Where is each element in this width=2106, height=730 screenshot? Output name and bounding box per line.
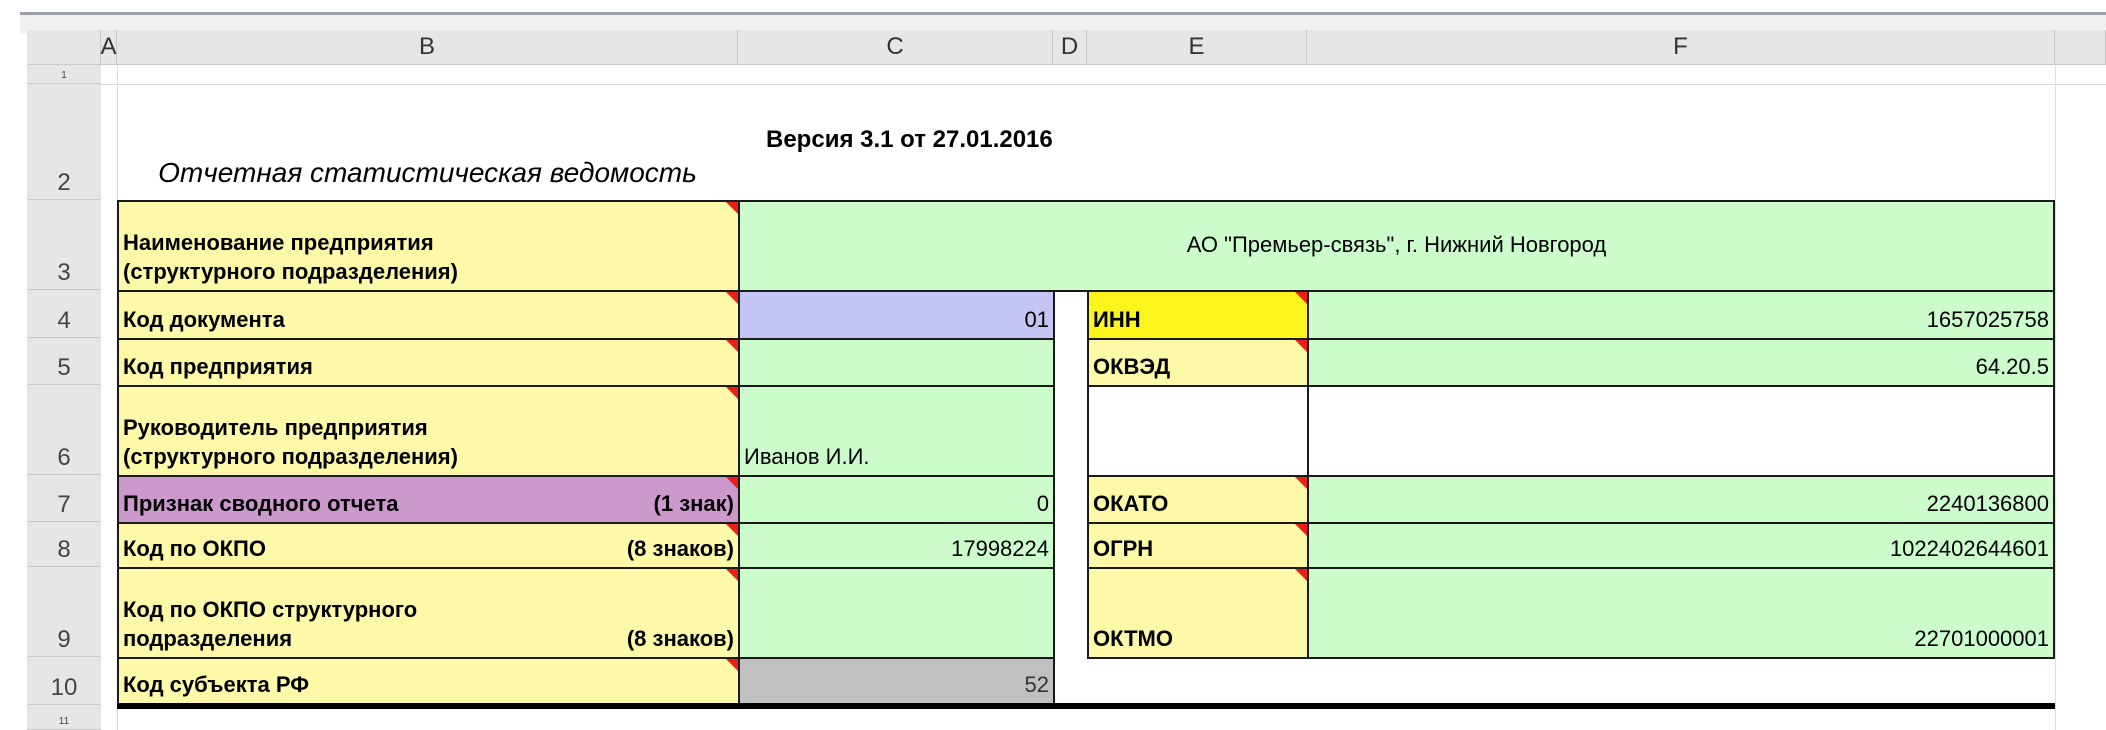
gridline	[2055, 65, 2056, 730]
okved-label-text: ОКВЭД	[1093, 354, 1171, 380]
head-label-text: Руководитель предприятия (структурного п…	[123, 414, 458, 470]
okpo-sub-hint: (8 знаков)	[626, 626, 734, 652]
region-code-label[interactable]: Код субъекта РФ	[117, 657, 740, 705]
ogrn-label[interactable]: ОГРН	[1087, 522, 1309, 569]
row-header-6[interactable]: 6	[27, 385, 101, 475]
summary-flag-cell[interactable]: 0	[738, 475, 1055, 524]
summary-flag-label-text: Признак сводного отчета	[123, 491, 399, 517]
okved-cell[interactable]: 64.20.5	[1307, 338, 2055, 387]
okpo-sub-label-line1: Код по ОКПО структурного	[123, 596, 418, 622]
inn-cell[interactable]: 1657025758	[1307, 290, 2055, 340]
ogrn-cell[interactable]: 1022402644601	[1307, 522, 2055, 569]
summary-flag-hint: (1 знак)	[653, 491, 734, 517]
comment-marker-icon	[1295, 477, 1307, 489]
comment-marker-icon	[726, 477, 738, 489]
column-header-a[interactable]: A	[101, 30, 117, 65]
enterprise-name-cell[interactable]: АО "Премьер-связь", г. Нижний Новгород	[738, 200, 2055, 292]
okato-label-text: ОКАТО	[1093, 491, 1169, 517]
oktmo-label[interactable]: ОКТМО	[1087, 567, 1309, 659]
row-header-1[interactable]: 1	[27, 65, 101, 84]
doc-code-cell[interactable]: 01	[738, 290, 1055, 340]
thick-bottom-border	[117, 703, 2055, 709]
enterprise-name-label-text: Наименование предприятия (структурного п…	[123, 229, 458, 285]
comment-marker-icon	[726, 340, 738, 352]
okato-label[interactable]: ОКАТО	[1087, 475, 1309, 524]
doc-code-label[interactable]: Код документа	[117, 290, 740, 340]
row-header-9[interactable]: 9	[27, 567, 101, 657]
okpo-cell[interactable]: 17998224	[738, 522, 1055, 569]
okato-cell[interactable]: 2240136800	[1307, 475, 2055, 524]
okved-label[interactable]: ОКВЭД	[1087, 338, 1309, 387]
comment-marker-icon	[726, 202, 738, 214]
okpo-sub-label[interactable]: Код по ОКПО структурного подразделения (8 …	[117, 567, 740, 659]
oktmo-cell[interactable]: 22701000001	[1307, 567, 2055, 659]
column-header-b[interactable]: B	[117, 30, 738, 65]
comment-marker-icon	[726, 292, 738, 304]
row-header-11[interactable]: 11	[27, 705, 101, 730]
column-header-f[interactable]: F	[1307, 30, 2055, 65]
region-code-cell[interactable]: 52	[738, 657, 1055, 705]
row-header-2[interactable]: 2	[27, 84, 101, 200]
select-all-corner[interactable]	[27, 30, 101, 65]
column-header-c[interactable]: C	[738, 30, 1053, 65]
column-header-d[interactable]: D	[1053, 30, 1087, 65]
ogrn-label-text: ОГРН	[1093, 536, 1154, 562]
summary-flag-label[interactable]: Признак сводного отчета (1 знак)	[117, 475, 740, 524]
okpo-sub-label-line2: подразделения	[123, 626, 293, 652]
comment-marker-icon	[1295, 569, 1307, 581]
okpo-label-text: Код по ОКПО	[123, 536, 266, 562]
comment-marker-icon	[1295, 524, 1307, 536]
okpo-sub-cell[interactable]	[738, 567, 1055, 659]
okpo-hint: (8 знаков)	[626, 536, 734, 562]
row-header-7[interactable]: 7	[27, 475, 101, 522]
row-header-10[interactable]: 10	[27, 657, 101, 705]
inn-label-text: ИНН	[1093, 307, 1141, 333]
version-text: Версия 3.1 от 27.01.2016	[766, 126, 1053, 154]
row-header-4[interactable]: 4	[27, 290, 101, 338]
comment-marker-icon	[726, 524, 738, 536]
okpo-label[interactable]: Код по ОКПО (8 знаков)	[117, 522, 740, 569]
head-cell[interactable]: Иванов И.И.	[738, 385, 1055, 477]
comment-marker-icon	[1295, 340, 1307, 352]
comment-marker-icon	[726, 387, 738, 399]
gridline	[101, 84, 2106, 85]
doc-code-label-text: Код документа	[123, 307, 285, 333]
window-top-bar	[20, 12, 2106, 33]
enterprise-code-label[interactable]: Код предприятия	[117, 338, 740, 387]
comment-marker-icon	[726, 569, 738, 581]
enterprise-name-label[interactable]: Наименование предприятия (структурного п…	[117, 200, 740, 292]
column-header-g[interactable]	[2055, 30, 2106, 65]
head-label[interactable]: Руководитель предприятия (структурного п…	[117, 385, 740, 477]
row-header-3[interactable]: 3	[27, 200, 101, 290]
column-header-e[interactable]: E	[1087, 30, 1307, 65]
row-header-5[interactable]: 5	[27, 338, 101, 385]
inn-label[interactable]: ИНН	[1087, 290, 1309, 340]
report-title: Отчетная статистическая ведомость	[158, 157, 697, 189]
empty-label-cell[interactable]	[1087, 385, 1309, 477]
enterprise-code-label-text: Код предприятия	[123, 354, 313, 380]
region-code-label-text: Код субъекта РФ	[123, 672, 309, 698]
comment-marker-icon	[1295, 292, 1307, 304]
oktmo-label-text: ОКТМО	[1093, 626, 1173, 652]
enterprise-code-cell[interactable]	[738, 338, 1055, 387]
row-header-8[interactable]: 8	[27, 522, 101, 567]
empty-value-cell[interactable]	[1307, 385, 2055, 477]
comment-marker-icon	[726, 659, 738, 671]
